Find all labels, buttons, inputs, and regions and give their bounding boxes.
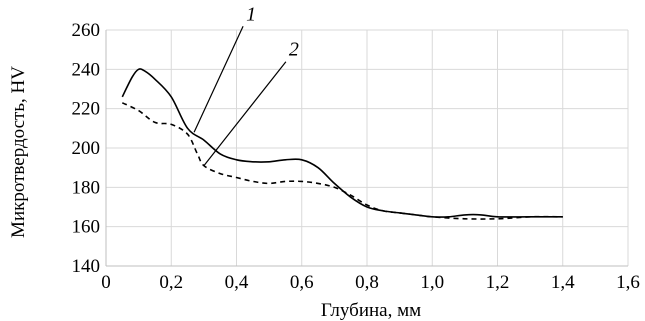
- annotations: 12: [193, 3, 299, 167]
- x-tick-label: 1,0: [420, 272, 444, 293]
- grid: [106, 29, 629, 266]
- annotation-leader-line: [193, 26, 244, 133]
- x-tick-label: 0: [101, 272, 111, 293]
- x-tick-label: 0,4: [225, 272, 249, 293]
- x-tick-label: 0,2: [159, 272, 183, 293]
- curve-label-2: 2: [289, 39, 299, 61]
- x-tick-label: 0,8: [355, 272, 379, 293]
- axes: [105, 30, 628, 267]
- x-axis-title: Глубина, мм: [321, 300, 421, 321]
- y-tick-label: 220: [72, 99, 101, 120]
- y-axis-title: Микротвердость, HV: [8, 66, 29, 238]
- x-tick-label: 1,6: [616, 272, 640, 293]
- y-tick-label: 160: [72, 217, 101, 238]
- annotation-leader-line: [203, 61, 287, 167]
- x-tick-label: 1,4: [551, 272, 575, 293]
- series-line-1: [121, 68, 563, 218]
- x-tick-label: 1,2: [486, 272, 510, 293]
- series-line-2: [121, 102, 563, 220]
- y-tick-label: 200: [72, 138, 101, 159]
- y-tick-label: 140: [72, 256, 101, 277]
- y-tick-label: 260: [72, 20, 101, 41]
- curve-label-1: 1: [246, 3, 256, 25]
- tick-labels: 0 0,2 0,4 0,6 0,8 1,0 1,2 1,4 1,6 140 160 180 200 220…: [72, 20, 640, 293]
- series-group: [121, 68, 563, 220]
- x-tick-label: 0,6: [290, 272, 314, 293]
- y-tick-label: 240: [72, 59, 101, 80]
- y-tick-label: 180: [72, 177, 101, 198]
